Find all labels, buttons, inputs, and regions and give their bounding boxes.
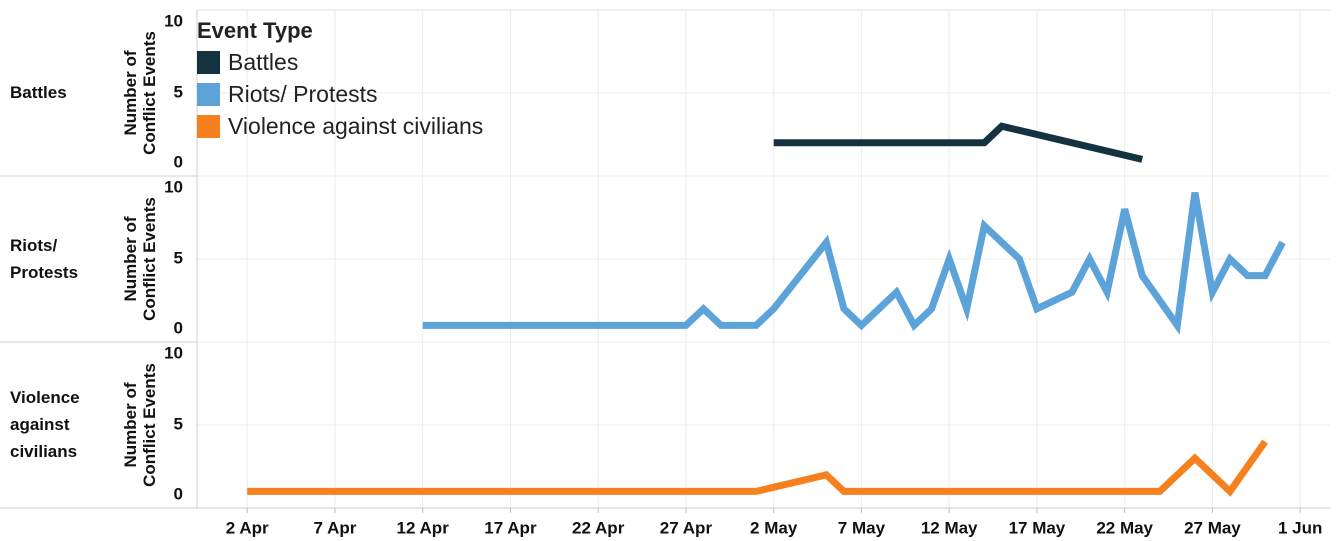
x-tick-label: 12 Apr	[397, 518, 450, 537]
row-header: Battles	[10, 83, 67, 102]
row-header: Violence against civilians	[10, 388, 80, 461]
y-axis-label: Number of Conflict Events	[121, 31, 159, 155]
row-header: Riots/ Protests	[10, 236, 79, 282]
legend-item: Violence against civilians	[197, 110, 483, 142]
x-tick-label: 27 May	[1184, 518, 1241, 537]
x-tick-label: 22 Apr	[572, 518, 625, 537]
y-tick-label: 10	[164, 343, 183, 362]
series-line	[422, 191, 1286, 335]
x-tick-label: 2 Apr	[226, 518, 269, 537]
x-tick-label: 27 Apr	[660, 518, 713, 537]
legend-swatch	[197, 114, 220, 138]
x-tick-label: 17 Apr	[484, 518, 537, 537]
legend-title: Event Type	[197, 18, 313, 43]
y-axis-label: Number of Conflict Events	[121, 197, 159, 321]
y-tick-label: 5	[174, 248, 183, 267]
series-line	[773, 122, 1144, 163]
y-tick-label: 10	[164, 177, 183, 196]
legend-label: Riots/ Protests	[228, 80, 378, 107]
y-tick-label: 10	[164, 11, 183, 30]
x-tick-label: 7 Apr	[314, 518, 357, 537]
y-axis-label: Number of Conflict Events	[121, 363, 159, 487]
x-tick-label: 12 May	[921, 518, 978, 537]
y-tick-label: 0	[174, 152, 183, 171]
legend-swatch	[197, 50, 220, 74]
y-tick-label: 5	[174, 82, 183, 101]
legend-swatch	[197, 82, 220, 106]
x-tick-label: 22 May	[1096, 518, 1153, 537]
y-tick-label: 0	[174, 318, 183, 337]
y-tick-label: 5	[174, 414, 183, 433]
x-tick-label: 2 May	[750, 518, 798, 537]
legend-item: Riots/ Protests	[197, 78, 483, 110]
legend-label: Violence against civilians	[228, 112, 484, 139]
x-tick-label: 1 Jun	[1278, 518, 1322, 537]
y-tick-label: 0	[174, 484, 183, 503]
series-line	[247, 439, 1268, 497]
legend-label: Battles	[228, 48, 299, 75]
x-tick-label: 7 May	[838, 518, 886, 537]
legend-item: Battles	[197, 46, 483, 78]
x-tick-label: 17 May	[1009, 518, 1066, 537]
legend: Event Type Battles Riots/ Protests Violenc…	[197, 18, 483, 142]
